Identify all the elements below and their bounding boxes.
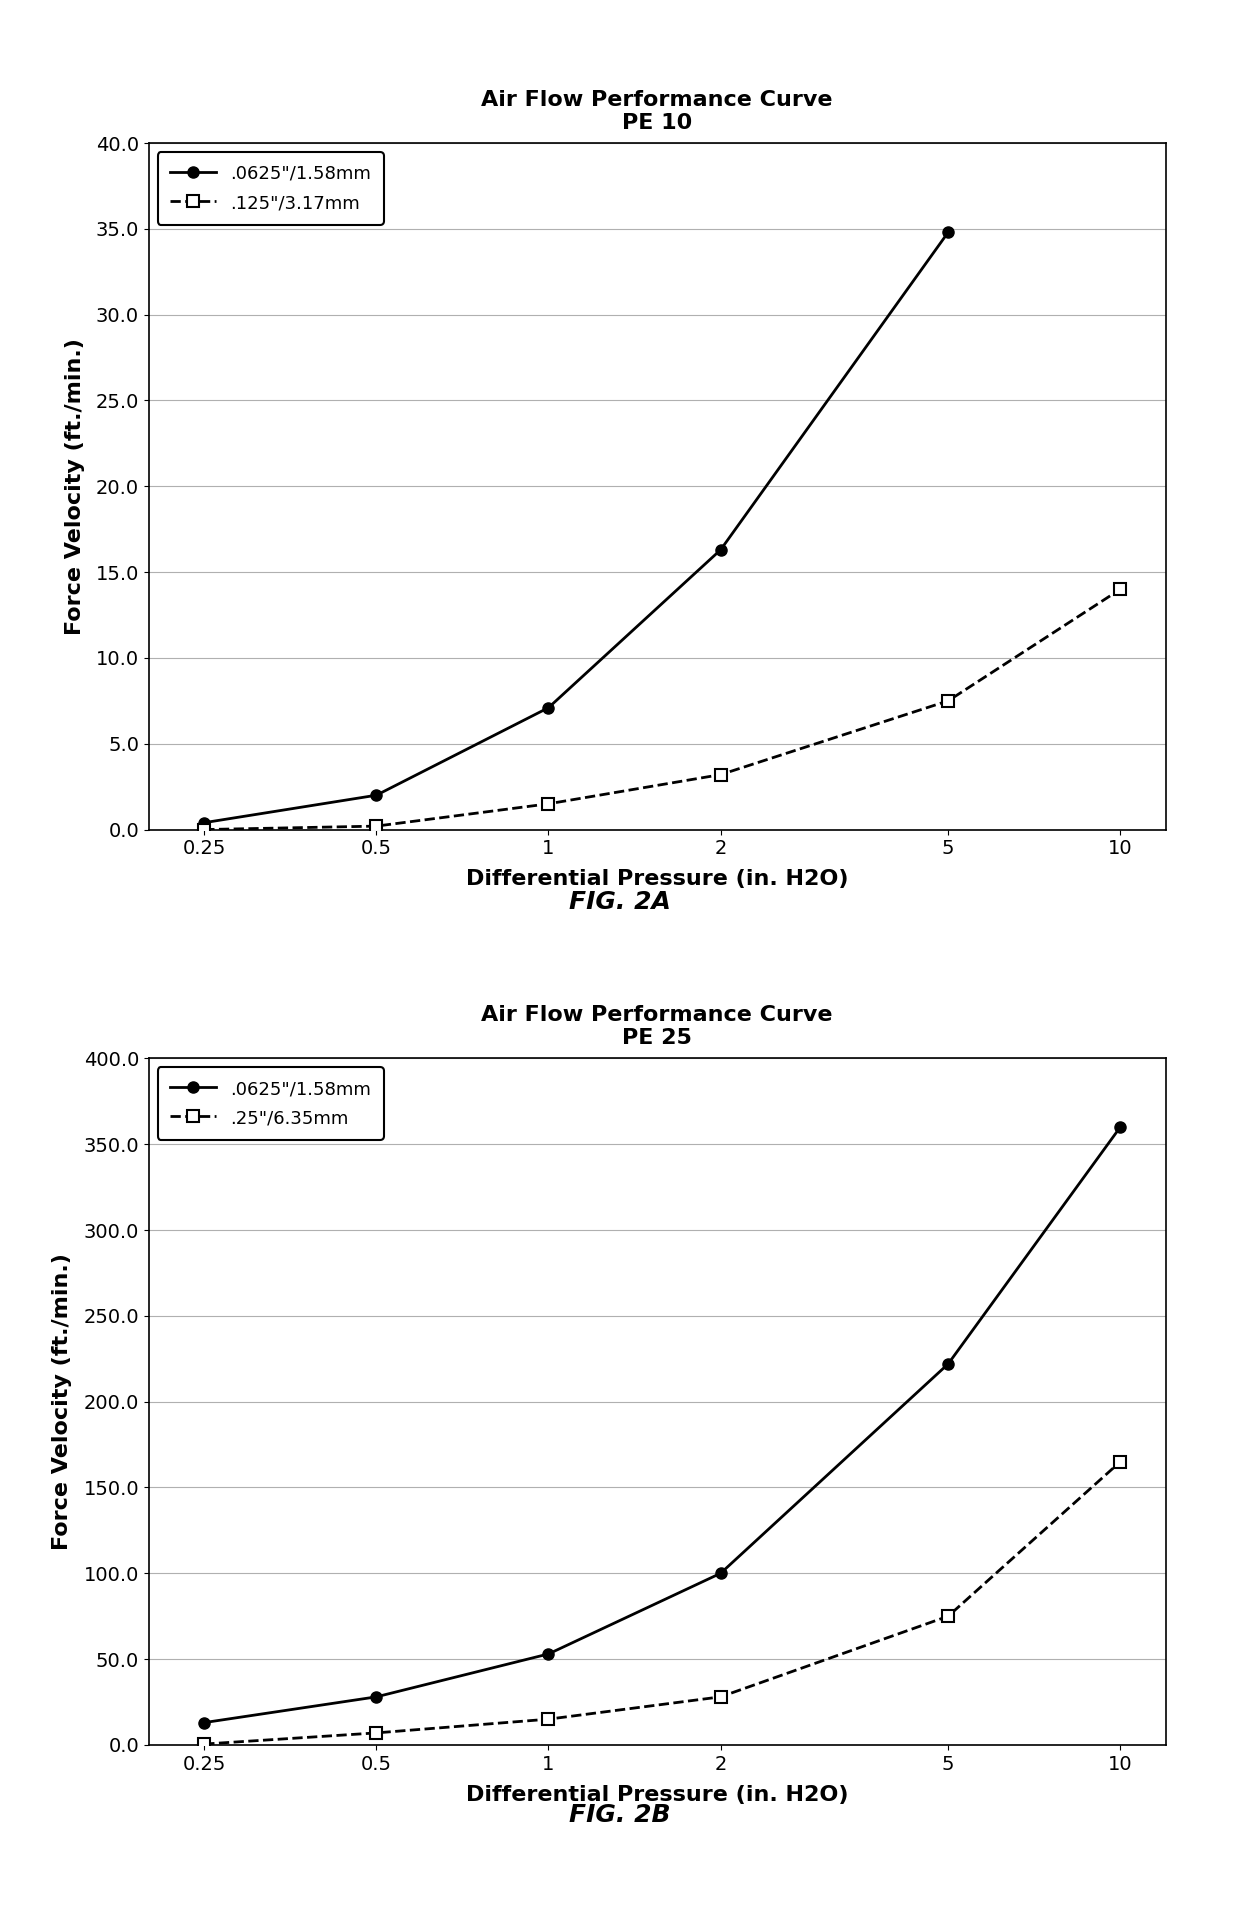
Legend: .0625"/1.58mm, .25"/6.35mm: .0625"/1.58mm, .25"/6.35mm [157, 1068, 383, 1140]
Line: .125"/3.17mm: .125"/3.17mm [198, 584, 1126, 835]
X-axis label: Differential Pressure (in. H2O): Differential Pressure (in. H2O) [466, 1785, 848, 1804]
.25"/6.35mm [197, 1733, 212, 1756]
.125"/3.17mm [713, 763, 728, 786]
.25"/6.35mm [370, 1722, 384, 1745]
Title: Air Flow Performance Curve
PE 10: Air Flow Performance Curve PE 10 [481, 90, 833, 133]
Y-axis label: Force Velocity (ft./min.): Force Velocity (ft./min.) [52, 1253, 72, 1550]
.125"/3.17mm [197, 818, 212, 841]
.0625"/1.58mm [197, 1711, 212, 1733]
.0625"/1.58mm [541, 696, 556, 719]
Y-axis label: Force Velocity (ft./min.): Force Velocity (ft./min.) [64, 338, 84, 635]
.0625"/1.58mm [197, 810, 212, 833]
.125"/3.17mm [370, 814, 384, 837]
.125"/3.17mm [941, 688, 956, 711]
.0625"/1.58mm [941, 1352, 956, 1375]
.0625"/1.58mm [941, 221, 956, 244]
.25"/6.35mm [713, 1686, 728, 1709]
Line: .0625"/1.58mm: .0625"/1.58mm [198, 1121, 1126, 1728]
.0625"/1.58mm [541, 1642, 556, 1665]
.25"/6.35mm [1112, 1449, 1127, 1472]
.0625"/1.58mm [713, 1562, 728, 1585]
.0625"/1.58mm [370, 1686, 384, 1709]
.0625"/1.58mm [370, 784, 384, 807]
.25"/6.35mm [541, 1709, 556, 1732]
.125"/3.17mm [541, 793, 556, 816]
.125"/3.17mm [1112, 578, 1127, 601]
Text: FIG. 2B: FIG. 2B [569, 1804, 671, 1827]
Line: .25"/6.35mm: .25"/6.35mm [198, 1457, 1126, 1749]
Legend: .0625"/1.58mm, .125"/3.17mm: .0625"/1.58mm, .125"/3.17mm [157, 153, 383, 225]
.0625"/1.58mm [713, 538, 728, 561]
Line: .0625"/1.58mm: .0625"/1.58mm [198, 227, 954, 828]
X-axis label: Differential Pressure (in. H2O): Differential Pressure (in. H2O) [466, 870, 848, 889]
Title: Air Flow Performance Curve
PE 25: Air Flow Performance Curve PE 25 [481, 1005, 833, 1049]
.0625"/1.58mm [1112, 1116, 1127, 1138]
Text: FIG. 2A: FIG. 2A [569, 891, 671, 913]
.25"/6.35mm [941, 1606, 956, 1629]
